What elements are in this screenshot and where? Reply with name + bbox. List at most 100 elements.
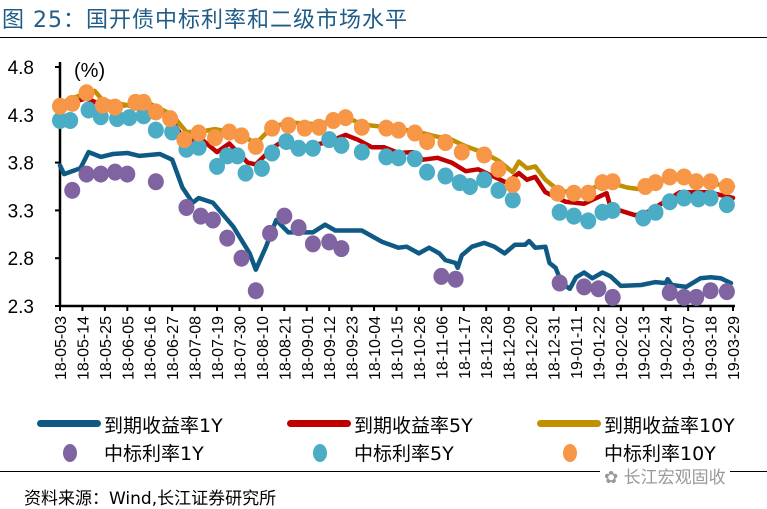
scatter-point-中标利率10Y <box>702 173 719 191</box>
scatter-point-中标利率10Y <box>580 184 597 202</box>
legend-swatch-dot-10y <box>563 444 577 462</box>
scatter-point-中标利率10Y <box>604 173 621 191</box>
watermark-text: 长江宏观固收 <box>623 468 726 488</box>
scatter-point-中标利率10Y <box>147 103 164 121</box>
title-divider <box>0 37 767 38</box>
x-tick-label: 18-08-10 <box>255 316 272 380</box>
scatter-point-中标利率5Y <box>461 178 478 195</box>
scatter-point-中标利率1Y <box>147 173 164 191</box>
scatter-point-中标利率10Y <box>52 97 68 115</box>
scatter-point-中标利率1Y <box>92 165 109 183</box>
x-tick-label: 18-05-25 <box>98 316 115 380</box>
legend-label-yield-10y: 到期收益率10Y <box>604 415 735 437</box>
x-tick-label: 18-06-05 <box>120 316 137 380</box>
scatter-point-中标利率10Y <box>233 127 250 145</box>
y-tick-label: 2.3 <box>8 297 34 318</box>
scatter-point-中标利率5Y <box>209 157 226 175</box>
x-tick-label: 18-06-27 <box>165 316 182 380</box>
x-tick-label: 18-05-14 <box>75 316 92 380</box>
scatter-point-中标利率1Y <box>290 219 307 237</box>
scatter-point-中标利率10Y <box>437 134 454 152</box>
scatter-point-中标利率5Y <box>190 138 207 156</box>
scatter-point-中标利率10Y <box>390 121 407 139</box>
y-tick-label: 4.8 <box>8 58 34 79</box>
watermark: ✿ 长江宏观固收 <box>600 463 730 488</box>
scatter-point-中标利率5Y <box>476 171 493 189</box>
series-line-到期收益率1Y <box>57 149 734 292</box>
y-axis-unit-label: (%) <box>74 60 105 82</box>
scatter-point-中标利率5Y <box>406 150 423 168</box>
x-tick-label: 19-02-13 <box>636 316 653 380</box>
scatter-point-中标利率1Y <box>78 165 95 183</box>
scatter-point-中标利率10Y <box>94 96 111 114</box>
scatter-point-中标利率1Y <box>233 249 250 267</box>
scatter-point-中标利率1Y <box>333 240 350 258</box>
scatter-point-中标利率1Y <box>590 280 607 298</box>
x-tick-label: 18-09-01 <box>300 316 317 380</box>
scatter-point-中标利率1Y <box>433 267 450 285</box>
scatter-point-中标利率10Y <box>661 168 678 186</box>
scatter-point-中标利率10Y <box>176 131 193 149</box>
scatter-point-中标利率10Y <box>718 178 735 195</box>
scatter-point-中标利率10Y <box>64 94 81 112</box>
x-tick-label: 18-10-15 <box>390 316 407 380</box>
scatter-point-中标利率10Y <box>504 176 521 194</box>
scatter-point-中标利率10Y <box>419 133 436 151</box>
scatter-point-中标利率10Y <box>135 93 152 111</box>
scatter-point-中标利率5Y <box>580 212 597 230</box>
scatter-point-中标利率5Y <box>264 144 281 162</box>
scatter-point-中标利率5Y <box>237 164 254 182</box>
scatter-point-中标利率5Y <box>551 203 568 221</box>
scatter-point-中标利率1Y <box>551 274 568 292</box>
scatter-point-中标利率1Y <box>262 224 279 242</box>
scatter-point-中标利率1Y <box>688 288 705 306</box>
scatter-point-中标利率5Y <box>304 139 321 157</box>
scatter-point-中标利率5Y <box>647 203 664 221</box>
x-tick-label: 18-09-12 <box>322 316 339 380</box>
scatter-point-中标利率1Y <box>321 233 338 251</box>
scatter-point-中标利率5Y <box>253 159 270 177</box>
legend-label-bid-5y: 中标利率5Y <box>354 443 454 465</box>
x-tick-label: 19-02-24 <box>659 316 676 380</box>
y-tick-label: 4.3 <box>8 106 34 127</box>
x-tick-label: 18-08-21 <box>277 316 294 380</box>
legend-swatch-line-5y <box>287 420 351 427</box>
x-tick-label: 18-07-30 <box>232 316 249 380</box>
scatter-point-中标利率5Y <box>62 112 79 130</box>
x-tick-label: 18-10-04 <box>367 316 384 380</box>
y-tick-label: 3.8 <box>8 154 34 175</box>
scatter-point-中标利率1Y <box>661 284 678 302</box>
scatter-point-中标利率10Y <box>476 146 493 164</box>
x-tick-label: 19-03-07 <box>681 316 698 380</box>
scatter-point-中标利率10Y <box>406 124 423 142</box>
scatter-point-中标利率5Y <box>676 189 693 207</box>
scatter-point-中标利率5Y <box>321 131 338 149</box>
scatter-point-中标利率1Y <box>119 165 136 183</box>
scatter-point-中标利率5Y <box>135 107 152 125</box>
scatter-point-中标利率1Y <box>676 288 693 306</box>
scatter-point-中标利率1Y <box>192 207 209 225</box>
x-tick-label: 18-12-09 <box>502 316 519 380</box>
x-tick-label: 18-10-26 <box>412 316 429 380</box>
scatter-point-中标利率5Y <box>565 207 582 225</box>
x-tick-label: 19-01-11 <box>569 316 586 379</box>
scatter-point-中标利率1Y <box>178 199 195 217</box>
scatter-point-中标利率10Y <box>162 110 179 128</box>
x-tick-label: 19-03-18 <box>704 316 721 380</box>
scatter-point-中标利率1Y <box>204 211 221 229</box>
source-note: 资料来源：Wind,长江证券研究所 <box>24 489 277 509</box>
scatter-point-中标利率10Y <box>676 168 693 186</box>
scatter-point-中标利率10Y <box>311 118 328 136</box>
x-tick-label: 19-03-29 <box>726 316 743 380</box>
scatter-point-中标利率5Y <box>147 121 164 139</box>
scatter-point-中标利率1Y <box>304 235 321 253</box>
scatter-point-中标利率1Y <box>107 163 124 181</box>
scatter-point-中标利率10Y <box>353 118 370 136</box>
scatter-point-中标利率5Y <box>604 201 621 219</box>
footer-divider <box>0 471 767 472</box>
scatter-point-中标利率5Y <box>80 101 97 119</box>
scatter-point-中标利率10Y <box>688 173 705 191</box>
scatter-point-中标利率1Y <box>247 282 264 300</box>
scatter-point-中标利率10Y <box>565 184 582 202</box>
